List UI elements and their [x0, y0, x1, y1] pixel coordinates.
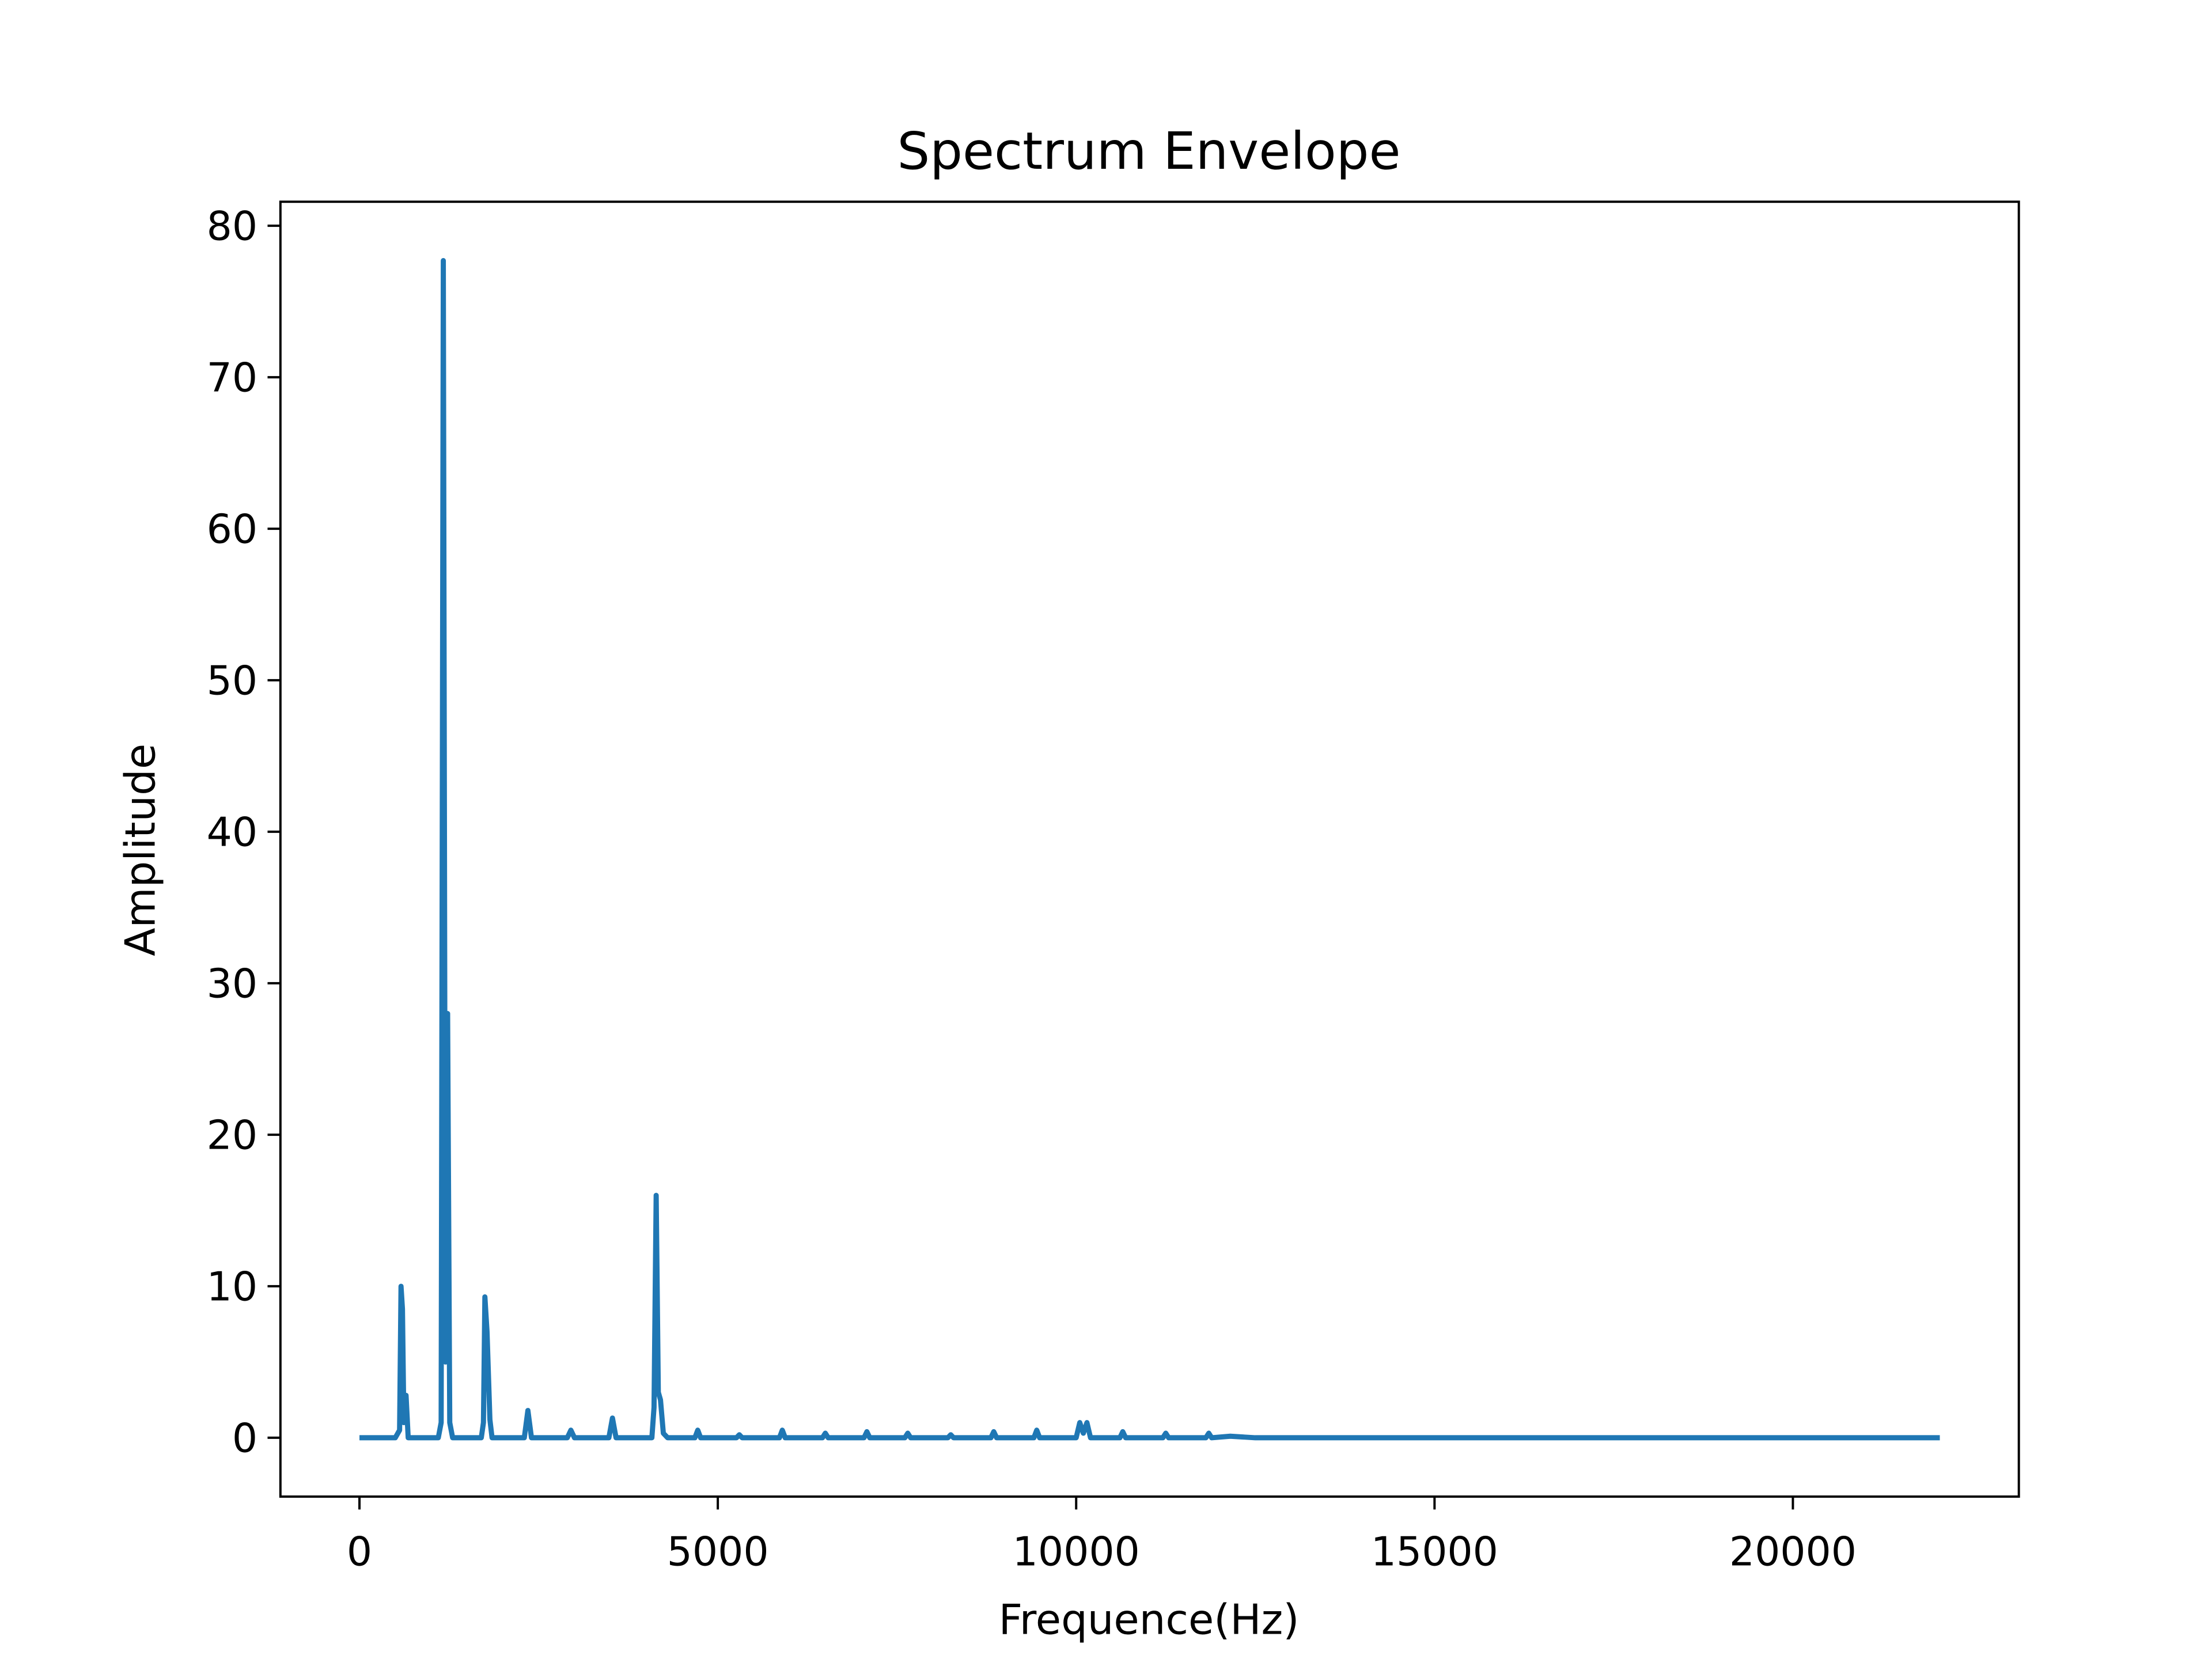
x-tick-label: 15000 — [1371, 1528, 1498, 1575]
y-tick-label: 10 — [207, 1264, 257, 1310]
y-tick-label: 30 — [207, 961, 257, 1007]
y-tick-label: 60 — [207, 506, 257, 553]
y-tick-label: 20 — [207, 1112, 257, 1159]
y-tick-label: 80 — [207, 203, 257, 250]
y-tick-label: 0 — [232, 1415, 257, 1462]
x-tick-label: 20000 — [1729, 1528, 1857, 1575]
y-tick-label: 40 — [207, 809, 257, 856]
x-tick-label: 5000 — [667, 1528, 769, 1575]
x-tick-label: 10000 — [1013, 1528, 1140, 1575]
chart-title: Spectrum Envelope — [897, 122, 1400, 181]
y-axis-label: Amplitude — [116, 744, 164, 956]
x-axis-label: Frequence(Hz) — [999, 1596, 1300, 1644]
y-tick-label: 50 — [207, 658, 257, 704]
data-line — [359, 257, 1940, 1441]
y-tick-label: 70 — [207, 355, 257, 402]
plot-frame — [279, 200, 2020, 1498]
x-tick-label: 0 — [347, 1528, 372, 1575]
